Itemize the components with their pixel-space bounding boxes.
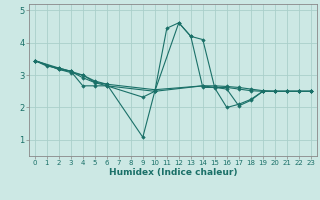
X-axis label: Humidex (Indice chaleur): Humidex (Indice chaleur) [108, 168, 237, 177]
